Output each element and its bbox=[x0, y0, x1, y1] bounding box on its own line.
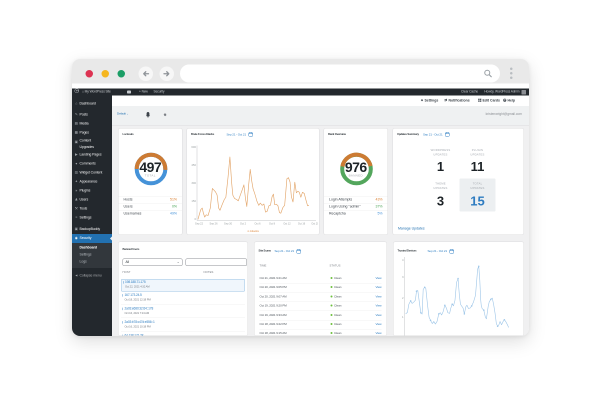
svg-text:3: 3 bbox=[402, 275, 404, 279]
svg-text:➞ Attacks: ➞ Attacks bbox=[247, 229, 260, 233]
svg-text:0: 0 bbox=[194, 217, 196, 221]
svg-text:Sep 26: Sep 26 bbox=[210, 223, 219, 226]
svg-text:450: 450 bbox=[191, 163, 196, 167]
svg-text:Oct 8: Oct 8 bbox=[269, 223, 276, 226]
svg-text:2: 2 bbox=[402, 296, 404, 300]
svg-text:?: ? bbox=[504, 99, 506, 102]
svg-text:Oct 20: Oct 20 bbox=[311, 223, 318, 226]
svg-text:150: 150 bbox=[191, 199, 196, 203]
svg-text:Oct 2: Oct 2 bbox=[240, 223, 247, 226]
svg-text:4: 4 bbox=[402, 258, 404, 262]
svg-text:Sep 30: Sep 30 bbox=[224, 223, 233, 226]
svg-text:Oct 6: Oct 6 bbox=[255, 223, 262, 226]
svg-text:600: 600 bbox=[191, 145, 196, 149]
svg-text:Oct 16: Oct 16 bbox=[298, 223, 306, 226]
svg-text:300: 300 bbox=[191, 181, 196, 185]
svg-text:1: 1 bbox=[402, 315, 404, 319]
svg-text:Oct 12: Oct 12 bbox=[283, 223, 291, 226]
svg-text:Sep 22: Sep 22 bbox=[195, 223, 204, 226]
